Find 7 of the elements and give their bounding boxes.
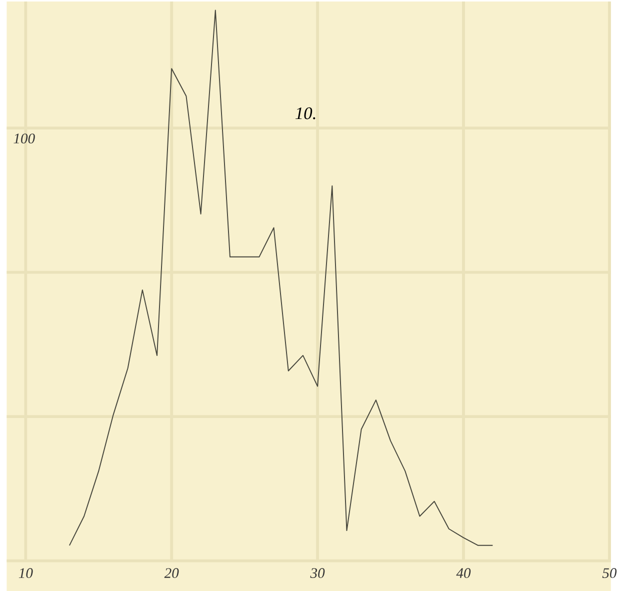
x-tick-label: 10 bbox=[18, 568, 33, 578]
x-tick-label: 30 bbox=[310, 568, 325, 578]
x-tick-label: 50 bbox=[602, 568, 617, 578]
annotation: 100 bbox=[14, 134, 35, 144]
text: 10. bbox=[295, 107, 316, 120]
x-tick-label: 40 bbox=[456, 568, 471, 578]
x-tick-label: 20 bbox=[164, 568, 179, 578]
